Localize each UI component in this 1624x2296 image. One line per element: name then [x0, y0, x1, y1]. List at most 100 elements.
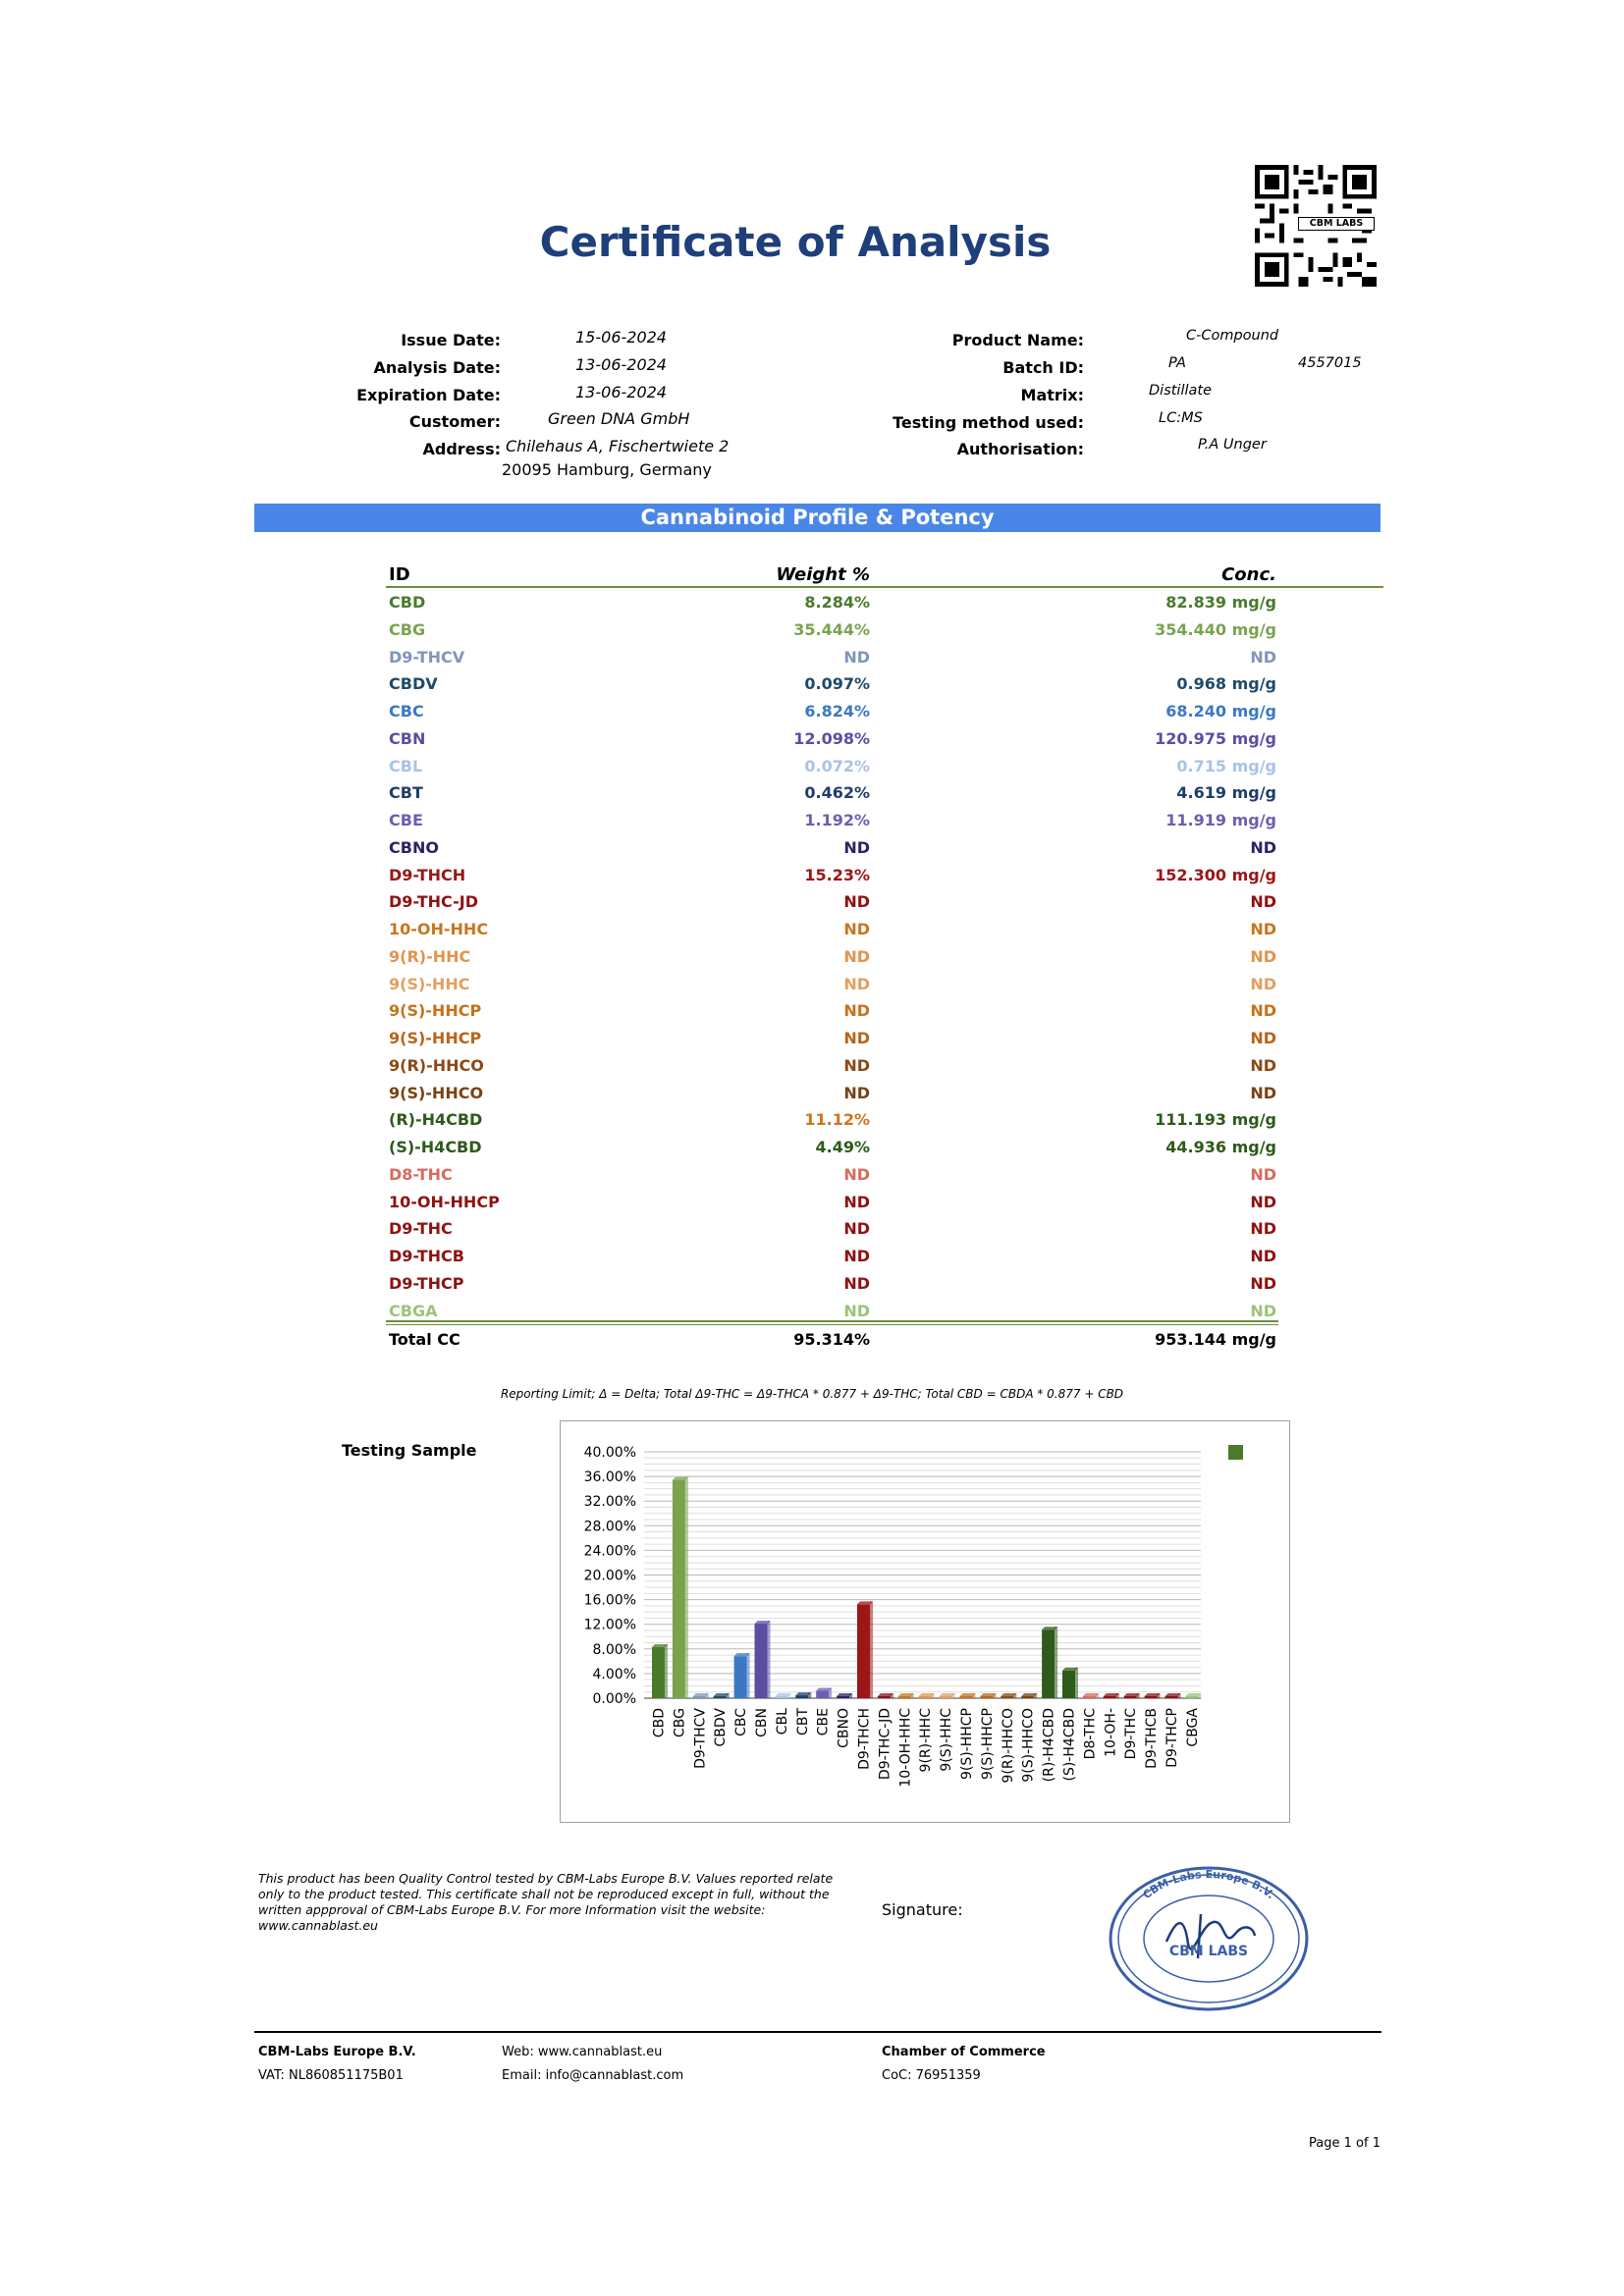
- bar-top: [795, 1692, 812, 1696]
- bar-top: [692, 1693, 709, 1696]
- row-conc: 44.936 mg/g: [1165, 1138, 1276, 1156]
- bar: [959, 1696, 973, 1698]
- row-conc: ND: [1250, 1029, 1276, 1047]
- bar: [672, 1479, 685, 1698]
- row-conc: ND: [1250, 647, 1276, 667]
- bar: [733, 1656, 747, 1698]
- bar-top: [672, 1476, 688, 1480]
- col-header-id: ID: [389, 564, 410, 585]
- y-tick-label: 12.00%: [584, 1618, 636, 1633]
- row-conc: ND: [1250, 920, 1276, 938]
- page-number: Page 1 of 1: [1309, 2136, 1380, 2151]
- bar: [980, 1696, 994, 1698]
- row-id: 9(R)-HHC: [389, 946, 471, 966]
- bar-top: [713, 1693, 730, 1696]
- footer-email[interactable]: Email: info@cannablast.com: [502, 2068, 684, 2083]
- bar: [897, 1696, 911, 1698]
- x-tick-label: D9-THCB: [1144, 1708, 1160, 1769]
- x-tick-label: 9(S)-HHC: [939, 1708, 954, 1772]
- row-id: D9-THC-JD: [389, 892, 478, 912]
- bar-top: [897, 1693, 914, 1696]
- x-tick-label: (R)-H4CBD: [1042, 1708, 1057, 1782]
- row-id: CBT: [389, 783, 423, 803]
- reporting-footnote: Reporting Limit; Δ = Delta; Total Δ9-THC…: [500, 1387, 1124, 1401]
- customer-label: Customer:: [408, 412, 501, 431]
- row-id: 9(S)-HHCO: [389, 1083, 484, 1102]
- table-row: 9(S)-HHC ND ND: [389, 975, 1276, 1001]
- row-weight: 0.097%: [804, 674, 870, 694]
- bar-top: [918, 1693, 935, 1696]
- row-weight: ND: [843, 920, 870, 938]
- row-weight: ND: [843, 974, 870, 993]
- row-conc: ND: [1250, 837, 1276, 857]
- row-conc: ND: [1250, 1164, 1276, 1184]
- row-weight: ND: [843, 1219, 870, 1239]
- bar-top: [1021, 1693, 1038, 1696]
- bar: [775, 1696, 788, 1698]
- row-id: D9-THCH: [389, 865, 466, 884]
- row-id: D8-THC: [389, 1164, 453, 1184]
- bar-side: [1177, 1693, 1181, 1698]
- row-id: 9(S)-HHCP: [389, 1029, 482, 1047]
- row-conc: 68.240 mg/g: [1165, 702, 1276, 721]
- y-tick-label: 8.00%: [593, 1642, 636, 1658]
- row-id: CBN: [389, 728, 426, 748]
- table-row: D9-THCV ND ND: [389, 648, 1276, 674]
- x-tick-label: D9-THCP: [1164, 1708, 1180, 1768]
- cbm-labs-stamp: CBM-Labs Europe B.V. CBM LABS: [1108, 1865, 1310, 2012]
- analysis-date-label: Analysis Date:: [373, 358, 501, 377]
- bar-top: [939, 1693, 955, 1696]
- batch-id-prefix: PA: [1168, 355, 1186, 371]
- total-row: Total CC 95.314% 953.144 mg/g: [389, 1330, 1276, 1357]
- bar-top: [1062, 1667, 1078, 1671]
- bar-side: [726, 1693, 730, 1698]
- row-conc: ND: [1250, 1247, 1276, 1265]
- footer-company: CBM-Labs Europe B.V.: [258, 2045, 416, 2059]
- table-row: (S)-H4CBD 4.49% 44.936 mg/g: [389, 1138, 1276, 1164]
- y-tick-label: 20.00%: [584, 1569, 636, 1584]
- bar-top: [816, 1687, 833, 1691]
- y-tick-label: 16.00%: [584, 1593, 636, 1609]
- footer-coc-title: Chamber of Commerce: [882, 2045, 1046, 2059]
- footer-web[interactable]: Web: www.cannablast.eu: [502, 2045, 663, 2059]
- product-name-value: C-Compound: [1186, 328, 1279, 344]
- bar-top: [1001, 1693, 1017, 1696]
- row-weight: 35.444%: [793, 619, 870, 639]
- header-rule: [386, 586, 1383, 588]
- total-weight: 95.314%: [793, 1330, 870, 1349]
- testing-method-value: LC:MS: [1159, 410, 1203, 426]
- bar: [1164, 1696, 1178, 1698]
- table-row: D9-THCH 15.23% 152.300 mg/g: [389, 866, 1276, 892]
- row-id: CBL: [389, 756, 423, 775]
- bar: [837, 1696, 850, 1698]
- section-banner: Cannabinoid Profile & Potency: [254, 504, 1380, 532]
- row-weight: 15.23%: [804, 865, 870, 884]
- row-conc: 0.968 mg/g: [1176, 674, 1276, 694]
- bar-side: [829, 1687, 833, 1698]
- bar-side: [910, 1693, 914, 1698]
- bar: [1021, 1696, 1035, 1698]
- row-conc: ND: [1250, 1219, 1276, 1239]
- table-row: CBL 0.072% 0.715 mg/g: [389, 757, 1276, 783]
- bar-side: [1115, 1693, 1119, 1698]
- footer-coc: CoC: 76951359: [882, 2068, 981, 2083]
- row-weight: 8.284%: [804, 593, 870, 612]
- x-tick-label: 9(R)-HHC: [918, 1708, 934, 1773]
- legend-swatch: [1228, 1445, 1243, 1460]
- row-weight: ND: [843, 1001, 870, 1021]
- row-id: 10-OH-HHCP: [389, 1192, 500, 1211]
- x-tick-label: 9(R)-HHCO: [1001, 1708, 1016, 1783]
- bar: [939, 1696, 952, 1698]
- bar: [1185, 1696, 1199, 1698]
- qr-code: CBM LABS: [1255, 165, 1377, 287]
- row-conc: 4.619 mg/g: [1176, 783, 1276, 803]
- row-conc: ND: [1250, 1055, 1276, 1075]
- address-line2: 20095 Hamburg, Germany: [502, 460, 712, 479]
- row-weight: ND: [843, 647, 870, 667]
- expiration-date-label: Expiration Date:: [356, 386, 501, 404]
- row-weight: ND: [843, 1301, 870, 1320]
- row-id: CBGA: [389, 1301, 438, 1320]
- bar: [713, 1696, 727, 1698]
- bar-top: [733, 1653, 750, 1657]
- bar-side: [787, 1693, 791, 1698]
